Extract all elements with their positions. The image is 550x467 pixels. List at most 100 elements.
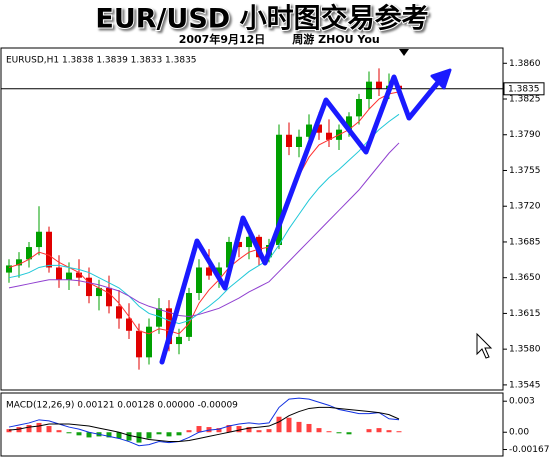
candle-body xyxy=(206,267,212,276)
histogram-bar xyxy=(396,431,402,433)
histogram-bar xyxy=(326,431,332,433)
last-price-box xyxy=(503,82,545,96)
candle-body xyxy=(76,272,82,278)
histogram-bar xyxy=(346,432,352,435)
histogram-bar xyxy=(236,426,242,433)
candle-body xyxy=(56,267,62,280)
histogram-bar xyxy=(206,427,212,433)
trend-line xyxy=(159,74,443,365)
candle-body xyxy=(176,336,182,345)
trend-arrowhead xyxy=(430,68,452,90)
indicator-line xyxy=(8,91,400,335)
candle-body xyxy=(116,306,122,319)
histogram-bar xyxy=(336,432,342,434)
candle-body xyxy=(356,99,362,117)
macd-panel xyxy=(0,392,504,457)
panel-header: MACD(12,26,9) 0.00121 0.00128 0.00000 -0… xyxy=(6,401,238,411)
indicator-line xyxy=(8,397,400,447)
candle-body xyxy=(16,259,22,266)
y-tick-label: 1.3755 xyxy=(509,166,541,176)
y-tick-label: 1.3580 xyxy=(509,345,541,355)
histogram-bar xyxy=(116,432,122,439)
histogram-bar xyxy=(16,427,22,433)
candle-body xyxy=(366,81,372,100)
y-tick-label: 1.3685 xyxy=(509,237,541,247)
histogram-bar xyxy=(56,430,62,433)
candle-body xyxy=(346,116,352,130)
candle-body xyxy=(46,231,52,268)
trend-arrow xyxy=(159,68,452,365)
histogram-bar xyxy=(126,432,132,441)
last-price-label: 1.3835 xyxy=(508,84,540,94)
histogram-bar xyxy=(6,429,12,433)
histogram-bar xyxy=(106,432,112,438)
histogram-bar xyxy=(296,421,302,433)
histogram-bar xyxy=(266,429,272,433)
candle-body xyxy=(156,308,162,327)
y-tick-label: 0.00 xyxy=(509,428,529,438)
mouse-cursor xyxy=(476,332,493,359)
candle-body xyxy=(376,81,382,89)
histogram-bar xyxy=(276,416,282,433)
candle-body xyxy=(306,124,312,137)
histogram-bar xyxy=(66,432,72,434)
candle-body xyxy=(66,272,72,280)
indicator-line xyxy=(8,113,400,325)
candle-body xyxy=(326,132,332,140)
candle-body xyxy=(36,231,42,248)
y-tick-label: 1.3825 xyxy=(509,95,541,105)
candle-body xyxy=(186,293,192,337)
candle-body xyxy=(196,267,202,294)
indicator-line xyxy=(8,406,400,443)
histogram-bar xyxy=(256,430,262,433)
histogram-bar xyxy=(246,427,252,433)
candle-body xyxy=(86,277,92,297)
histogram-bar xyxy=(316,428,322,433)
date: 2007年9月12日 xyxy=(179,32,266,46)
candle-body xyxy=(96,287,102,297)
candle-body xyxy=(106,287,112,307)
y-tick-label: 1.3860 xyxy=(509,59,541,69)
histogram-bar xyxy=(376,428,382,433)
candle-body xyxy=(296,136,302,147)
histogram-bar xyxy=(46,426,52,433)
candle-body xyxy=(236,241,242,248)
histogram-bar xyxy=(366,429,372,433)
histogram-bar xyxy=(176,432,182,436)
y-tick-label: 1.3545 xyxy=(509,380,541,390)
price-panel xyxy=(0,47,504,391)
histogram-bar xyxy=(26,425,32,433)
y-tick-label: 1.3790 xyxy=(509,130,541,140)
candle-body xyxy=(216,267,222,276)
histogram-bar xyxy=(186,430,192,433)
candle-body xyxy=(136,330,142,358)
histogram-bar xyxy=(226,425,232,433)
histogram-bar xyxy=(386,430,392,433)
histogram-bar xyxy=(286,417,292,433)
y-tick-label: 1.3615 xyxy=(509,309,541,319)
candle-body xyxy=(126,318,132,331)
y-tick-label: -0.00167 xyxy=(509,445,549,455)
y-tick-label: 0.003 xyxy=(509,397,535,407)
candle-body xyxy=(166,308,172,345)
candle-body xyxy=(246,236,252,248)
histogram-bar xyxy=(216,428,222,433)
candle-body xyxy=(226,241,232,268)
y-tick-label: 1.3650 xyxy=(509,273,541,283)
candle-body xyxy=(286,134,292,147)
histogram-bar xyxy=(146,432,152,439)
histogram-bar xyxy=(166,432,172,437)
page-title: EUR/USD 小时图交易参考 xyxy=(95,3,428,35)
histogram-bar xyxy=(196,426,202,433)
histogram-bar xyxy=(36,422,42,433)
histogram-bar xyxy=(76,432,82,436)
histogram-bar xyxy=(306,423,312,433)
shift-marker xyxy=(399,49,409,56)
plot-layer: 1.3860 1.3825 1.3790 1.3755 1.3720 1.3685 1.36… xyxy=(1,56,549,455)
author: 周游 ZHOU You xyxy=(292,32,379,46)
indicator-line xyxy=(8,142,400,317)
candle-body xyxy=(316,124,322,133)
candle-body xyxy=(146,326,152,358)
